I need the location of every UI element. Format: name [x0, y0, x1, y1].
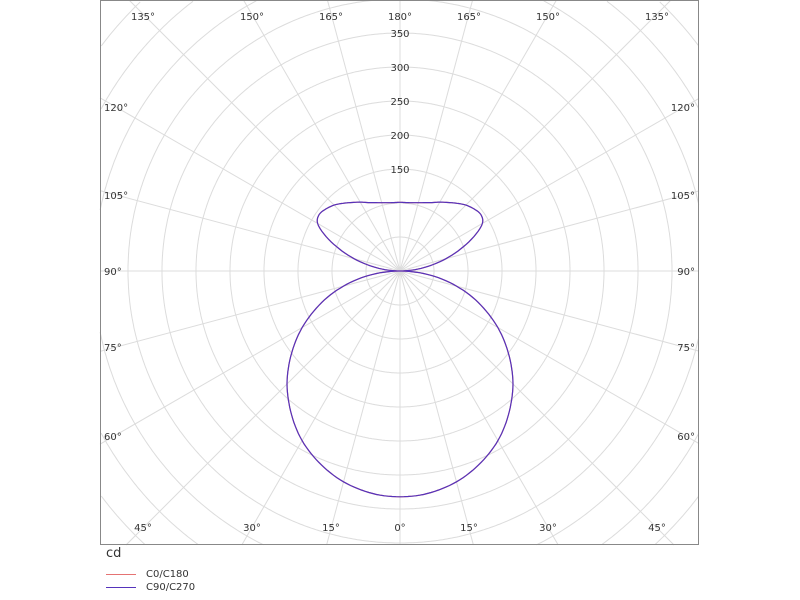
angle-label: 90° — [677, 267, 695, 278]
legend-item-c0-c180: C0/C180 — [106, 568, 195, 581]
grid-ring — [127, 0, 673, 544]
grid-spoke — [399, 190, 700, 272]
angle-label: 90° — [104, 267, 122, 278]
angle-label: 150° — [240, 12, 264, 23]
grid-spoke — [399, 0, 557, 272]
grid-spoke — [99, 270, 401, 445]
angle-label: 30° — [539, 523, 557, 534]
angle-label: 15° — [322, 523, 340, 534]
angle-label: 60° — [677, 432, 695, 443]
angle-label: 45° — [134, 523, 152, 534]
grid-spoke — [399, 270, 700, 445]
radial-tick-label: 250 — [390, 97, 409, 108]
angle-label: 120° — [104, 103, 128, 114]
grid-spoke — [399, 270, 474, 546]
grid-spoke — [326, 270, 401, 546]
grid-spoke — [243, 0, 401, 272]
grid-ring — [100, 1, 700, 545]
grid-spoke — [128, 0, 401, 272]
radial-tick-label: 200 — [390, 131, 409, 142]
legend-item-c90-c270: C90/C270 — [106, 581, 195, 594]
angle-label: 165° — [457, 12, 481, 23]
angle-label: 150° — [536, 12, 560, 23]
grid-spoke — [326, 0, 401, 272]
grid-spoke — [399, 270, 559, 546]
grid — [99, 0, 700, 546]
angle-label: 180° — [388, 12, 412, 23]
curve-c90-c270 — [286, 201, 514, 498]
grid-spoke — [399, 270, 675, 546]
grid-ring — [100, 0, 700, 545]
angle-label: 60° — [104, 432, 122, 443]
angle-label: 0° — [394, 523, 405, 534]
grid-spoke — [399, 0, 474, 272]
grid-spoke — [99, 270, 401, 352]
legend-swatch — [106, 587, 136, 588]
angle-label: 165° — [319, 12, 343, 23]
legend-swatch — [106, 574, 136, 575]
angle-label: 45° — [648, 523, 666, 534]
legend-label: C90/C270 — [146, 582, 196, 593]
grid-spoke — [99, 190, 401, 272]
grid-spoke — [399, 97, 700, 272]
grid-spoke — [125, 270, 401, 546]
grid-spoke — [399, 0, 672, 272]
legend: C0/C180 C90/C270 — [106, 568, 195, 594]
grid-spoke — [241, 270, 401, 546]
radial-tick-label: 350 — [390, 29, 409, 40]
angle-label: 75° — [104, 343, 122, 354]
angle-label: 105° — [671, 191, 695, 202]
angle-label: 120° — [671, 103, 695, 114]
unit-label: cd — [106, 546, 122, 561]
legend-label: C0/C180 — [146, 569, 189, 580]
grid-ring — [99, 0, 700, 546]
angle-label: 105° — [104, 191, 128, 202]
angle-label: 75° — [677, 343, 695, 354]
angle-label: 30° — [243, 523, 261, 534]
radial-tick-label: 300 — [390, 63, 409, 74]
grid-spoke — [399, 270, 700, 352]
grid-spoke — [99, 97, 401, 272]
angle-label: 135° — [131, 12, 155, 23]
angle-label: 135° — [645, 12, 669, 23]
plot-frame — [100, 0, 699, 545]
angle-label: 15° — [460, 523, 478, 534]
radial-tick-label: 150 — [390, 165, 409, 176]
